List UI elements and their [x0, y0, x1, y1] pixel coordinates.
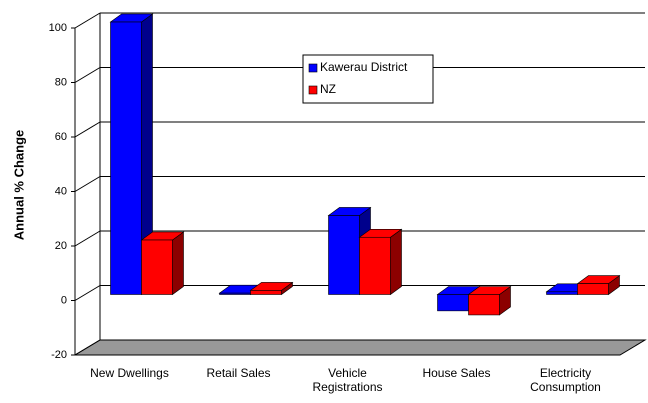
- bar: [219, 292, 251, 295]
- x-tick-label: Retail Sales: [206, 366, 271, 380]
- wall-grid-line: [74, 176, 101, 192]
- wall-grid-line: [74, 230, 101, 247]
- bar-side: [172, 231, 184, 296]
- bar: [328, 215, 360, 295]
- wall-grid-line: [74, 67, 101, 83]
- legend-label: Kawerau District: [320, 60, 408, 74]
- wall-grid-line: [74, 121, 101, 138]
- legend-swatch: [308, 63, 318, 73]
- x-tick-label: Vehicle Registrations: [312, 366, 383, 394]
- wall-grid-line: [74, 339, 101, 356]
- bar: [110, 21, 142, 295]
- y-tick-label: 20: [55, 240, 67, 252]
- bar: [359, 236, 391, 295]
- y-tick-label: 40: [55, 185, 67, 197]
- bar: [141, 239, 173, 295]
- legend-box: [302, 54, 434, 104]
- bar: [577, 283, 609, 295]
- wall-grid-line: [74, 12, 101, 29]
- y-axis-title: Annual % Change: [11, 130, 26, 241]
- bar: [546, 291, 578, 295]
- y-tick-label: -20: [51, 349, 67, 361]
- bar: [468, 294, 500, 316]
- y-tick-label: 60: [55, 131, 67, 143]
- legend-swatch: [308, 85, 318, 95]
- x-tick-label: New Dwellings: [90, 366, 169, 380]
- y-tick-label: 0: [61, 294, 67, 306]
- y-tick-label: 100: [49, 22, 67, 34]
- legend: Kawerau District NZ: [302, 54, 434, 104]
- bar: [250, 290, 282, 295]
- x-tick-label: Electricity Consumption: [530, 366, 601, 394]
- bar: [437, 294, 469, 312]
- bar-side: [390, 228, 402, 296]
- wall-grid-line: [74, 285, 101, 301]
- y-tick-label: 80: [55, 76, 67, 88]
- x-tick-label: House Sales: [422, 366, 491, 380]
- legend-label: NZ: [320, 82, 336, 96]
- floor: [73, 339, 647, 356]
